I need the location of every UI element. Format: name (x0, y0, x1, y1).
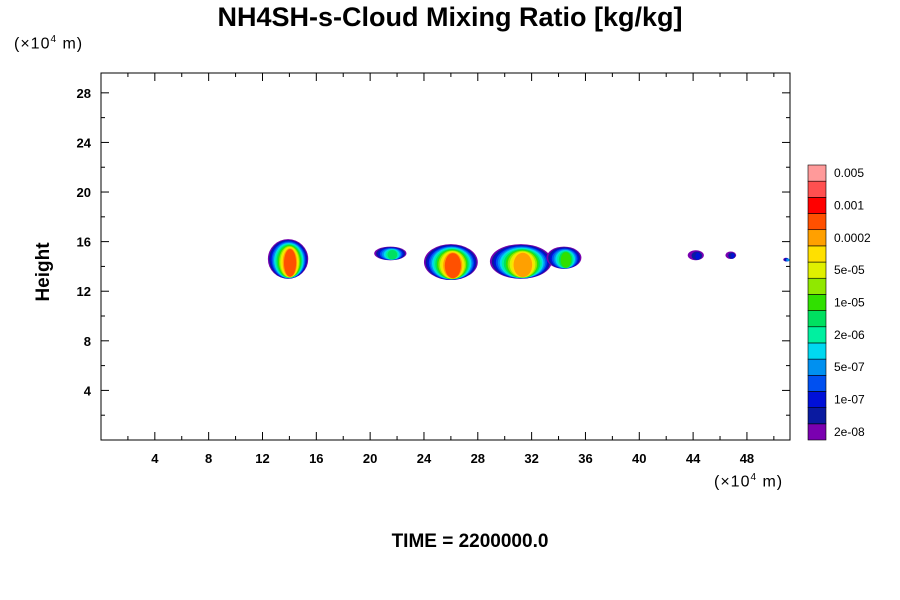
colorbar-label: 2e-06 (834, 328, 865, 342)
cloud-contour (387, 249, 398, 260)
cloud-contour (731, 253, 735, 259)
colorbar-label: 5e-05 (834, 263, 865, 277)
y-tick-label: 20 (77, 185, 91, 200)
y-tick-label: 8 (84, 334, 91, 349)
colorbar-label: 1e-05 (834, 296, 865, 310)
colorbar-swatch (807, 164, 827, 182)
y-tick-label: 12 (77, 284, 91, 299)
colorbar-label: 0.005 (834, 166, 864, 180)
colorbar-swatch (807, 197, 827, 214)
colorbar-swatch (807, 358, 827, 376)
colorbar-swatch (807, 391, 827, 408)
cloud-cell (374, 246, 407, 261)
x-tick-label: 8 (205, 451, 212, 466)
cloud-cell (725, 251, 737, 259)
colorbar-swatch (807, 213, 827, 231)
cloud-cell (423, 244, 478, 281)
y-tick-label: 4 (84, 383, 92, 398)
cloud-contour (283, 249, 297, 277)
colorbar-swatch (807, 245, 827, 263)
x-tick-label: 24 (417, 451, 432, 466)
colorbar-swatch (807, 261, 827, 279)
x-tick-label: 16 (309, 451, 323, 466)
colorbar-swatch (807, 180, 827, 198)
colorbar-swatch (807, 423, 827, 441)
colorbar-swatch (807, 326, 827, 344)
cloud-contour (560, 252, 572, 268)
y-axis-unit: (×104 m) (14, 34, 84, 53)
cloud-contour (695, 252, 701, 260)
cloud-field (267, 239, 790, 281)
cloud-contour (444, 253, 461, 279)
x-tick-label: 20 (363, 451, 377, 466)
x-axis-unit: (×104 m) (714, 472, 784, 491)
x-tick-label: 48 (740, 451, 754, 466)
colorbar-label: 0.001 (834, 198, 864, 212)
x-tick-label: 44 (686, 451, 701, 466)
y-tick-label: 28 (77, 86, 91, 101)
x-tick-label: 4 (151, 451, 159, 466)
colorbar-label: 2e-08 (834, 425, 865, 439)
x-tick-label: 28 (471, 451, 485, 466)
colorbar-swatch (807, 294, 827, 311)
colorbar-label: 5e-07 (834, 360, 865, 374)
x-tick-label: 36 (578, 451, 592, 466)
cloud-contour (513, 252, 533, 278)
colorbar-swatch (807, 310, 827, 328)
time-label: TIME = 2200000.0 (391, 531, 549, 552)
plot-frame (100, 72, 791, 441)
colorbar: 2e-08 1e-07 5e-07 2e-06 1e-05 5e-05 0.0002 0.00… (807, 164, 871, 441)
cloud-cell (546, 246, 582, 269)
cloud-cell (687, 250, 704, 261)
colorbar-swatch (807, 407, 827, 425)
colorbar-label: 0.0002 (834, 231, 871, 245)
y-tick-label: 24 (77, 135, 92, 150)
x-tick-label: 12 (255, 451, 269, 466)
cloud-cell (783, 257, 790, 262)
cloud-contour (786, 258, 790, 262)
chart-title: NH4SH-s-Cloud Mixing Ratio [kg/kg] (217, 2, 683, 32)
cloud-cell (267, 239, 309, 279)
colorbar-swatch (807, 229, 827, 247)
x-tick-label: 32 (524, 451, 538, 466)
colorbar-label: 1e-07 (834, 393, 865, 407)
colorbar-swatch (807, 342, 827, 360)
cloud-cell (489, 244, 552, 279)
x-tick-label: 40 (632, 451, 646, 466)
y-tick-label: 16 (77, 235, 91, 250)
colorbar-swatch (807, 374, 827, 392)
colorbar-swatch (807, 277, 827, 295)
